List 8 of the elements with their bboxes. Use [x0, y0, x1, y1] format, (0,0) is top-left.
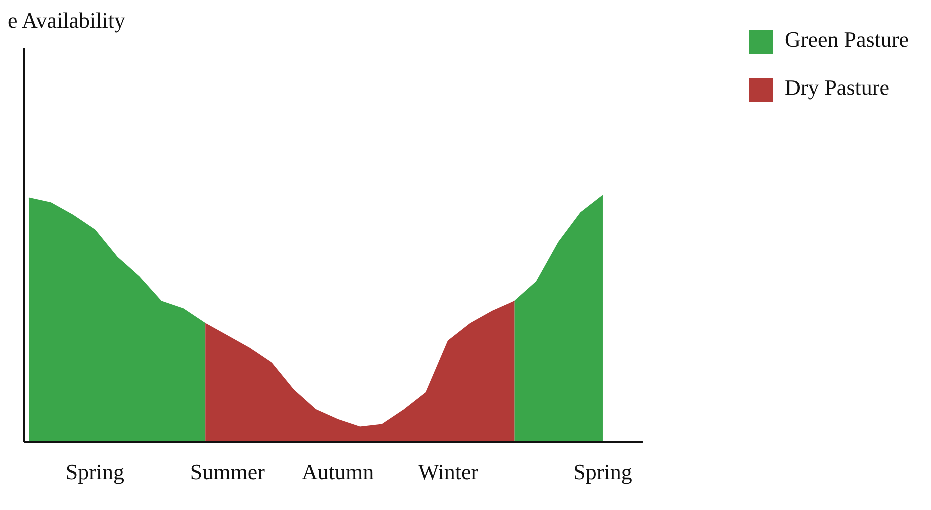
x-tick-label: Spring	[574, 460, 632, 485]
x-tick-label: Spring	[66, 460, 125, 485]
chart-title: e Availability	[8, 8, 126, 34]
x-tick-label: Winter	[418, 460, 480, 485]
legend-label: Dry Pasture	[784, 75, 890, 100]
legend-label: Green Pasture	[784, 27, 909, 52]
x-tick-label: Autumn	[302, 460, 374, 485]
x-tick-label: Summer	[190, 460, 266, 485]
